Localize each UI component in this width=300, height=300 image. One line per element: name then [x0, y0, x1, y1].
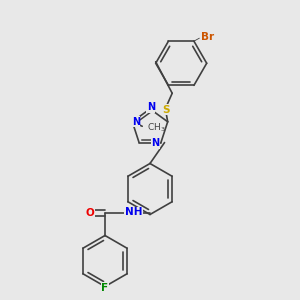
Text: NH: NH	[125, 207, 142, 218]
Text: N: N	[132, 117, 140, 127]
Text: N: N	[152, 138, 160, 148]
Text: O: O	[85, 208, 94, 218]
Text: Br: Br	[201, 32, 214, 42]
Text: S: S	[162, 105, 170, 115]
Text: CH$_3$: CH$_3$	[147, 122, 166, 134]
Text: N: N	[147, 102, 155, 112]
Text: F: F	[101, 283, 109, 293]
